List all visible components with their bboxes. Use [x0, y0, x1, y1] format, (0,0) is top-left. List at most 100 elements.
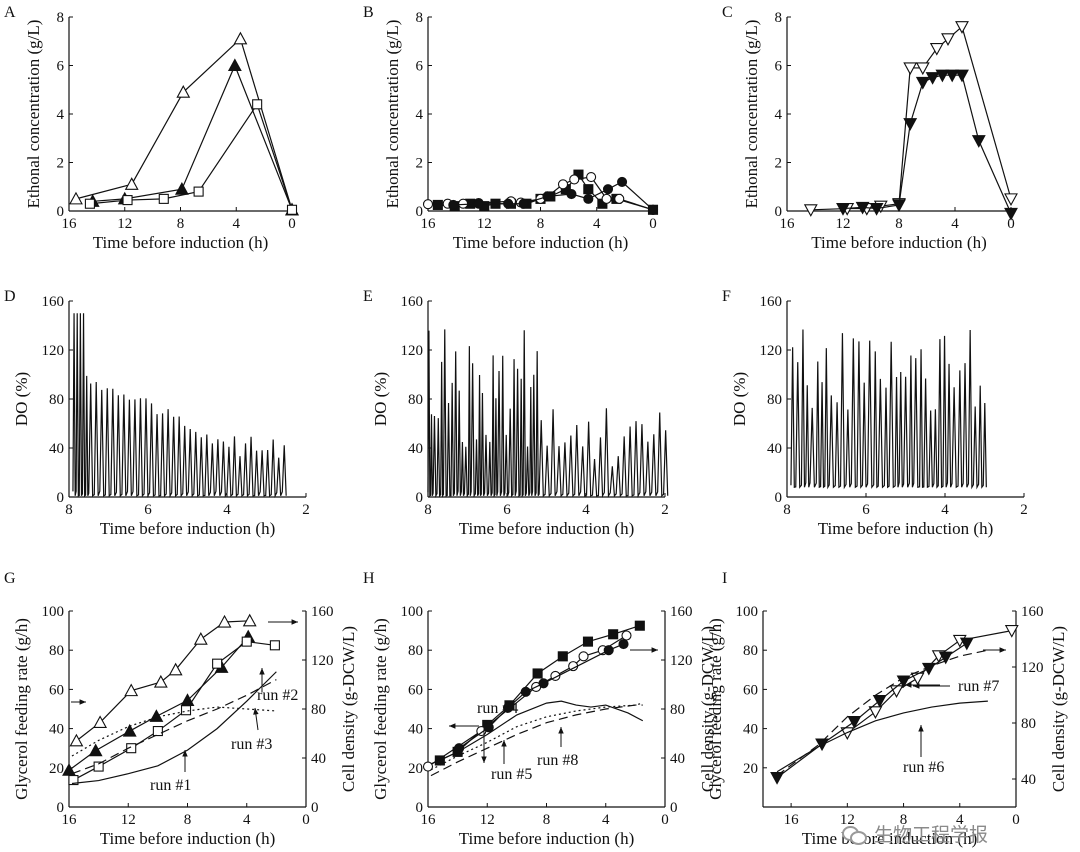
y2-tick-label: 0	[311, 800, 319, 816]
series-circle-filled	[454, 639, 629, 754]
y-tick-label: 60	[743, 682, 758, 698]
data-point	[217, 614, 232, 628]
x-axis-label: Time before induction (h)	[100, 519, 275, 538]
y-tick-label: 40	[743, 722, 758, 738]
y-tick-label: 40	[49, 441, 64, 457]
do-trace	[72, 313, 287, 499]
data-point	[538, 678, 549, 689]
y2-tick-label: 80	[1021, 716, 1036, 732]
y-tick-label: 0	[416, 490, 424, 506]
data-point	[1004, 625, 1019, 638]
y-tick-label: 0	[57, 204, 65, 220]
data-point	[212, 658, 223, 669]
arrow-head	[918, 725, 924, 732]
y-tick-label: 0	[416, 204, 424, 220]
data-point	[836, 203, 850, 216]
data-point	[126, 743, 137, 754]
data-point	[621, 630, 632, 641]
data-point	[938, 651, 953, 665]
annotation-label: run #2	[257, 687, 298, 704]
arrow-head	[253, 708, 259, 715]
y-tick-label: 120	[760, 343, 783, 359]
series-line	[430, 704, 643, 777]
x-tick-label: 8	[900, 812, 908, 828]
y-axis-label: Glycerol feeding rate (g/h)	[371, 618, 390, 800]
panel-d: 8 6 4 2 0 40 80 120 160 Time before induction (h)…	[4, 288, 310, 538]
x-tick-label: 16	[62, 216, 78, 232]
data-point	[915, 76, 930, 90]
data-point	[929, 42, 944, 56]
y-tick-label: 20	[49, 761, 64, 777]
data-point	[422, 199, 434, 210]
data-point	[68, 774, 79, 786]
do-trace	[427, 329, 669, 498]
series-run-8	[430, 704, 643, 777]
x-tick-label: 8	[184, 812, 192, 828]
data-point	[158, 193, 169, 204]
series-tri-down-filled	[836, 69, 1018, 221]
data-point	[269, 640, 280, 651]
data-point	[193, 186, 204, 197]
series-run-1	[71, 671, 277, 785]
data-point	[903, 62, 918, 76]
data-point	[473, 198, 484, 209]
data-point	[174, 182, 189, 195]
y2-tick-label: 120	[670, 653, 693, 669]
data-point	[583, 184, 594, 195]
data-point	[557, 179, 569, 190]
series-tri-up-filled	[62, 629, 256, 776]
series-square-open	[68, 636, 280, 786]
data-point	[124, 177, 139, 190]
watermark: 生物工程学报	[842, 820, 988, 847]
data-point	[945, 69, 960, 83]
y-tick-label: 80	[408, 643, 423, 659]
x-tick-label: 6	[862, 502, 870, 518]
data-point	[892, 199, 906, 213]
data-point	[122, 723, 137, 737]
data-point	[242, 613, 257, 627]
data-point	[532, 668, 543, 679]
series-run-4	[430, 700, 644, 765]
y-tick-label: 40	[767, 441, 782, 457]
x-tick-label: 16	[62, 812, 78, 828]
y-tick-label: 80	[49, 392, 64, 408]
panel-label: H	[363, 570, 375, 587]
x-tick-label: 0	[1007, 216, 1015, 232]
data-point	[803, 204, 818, 217]
data-point	[955, 21, 969, 34]
data-point	[233, 31, 248, 45]
x-tick-label: 8	[65, 502, 73, 518]
data-point	[910, 672, 925, 686]
y-axis-label: Ethonal concentration (g/L)	[383, 20, 402, 209]
panel-label: I	[722, 570, 727, 587]
x-axis-label: Time before induction (h)	[93, 233, 268, 252]
data-point	[583, 193, 594, 204]
series-line	[71, 679, 277, 775]
data-point	[122, 195, 133, 206]
y-tick-label: 160	[401, 294, 424, 310]
data-point	[432, 199, 443, 210]
series-line	[842, 74, 1012, 214]
data-point	[847, 716, 862, 729]
data-point	[422, 761, 434, 772]
series-run-5	[430, 702, 643, 771]
x-tick-label: 8	[424, 502, 432, 518]
annotation-label: run #1	[150, 777, 191, 794]
data-point	[93, 761, 104, 772]
data-point	[925, 72, 940, 85]
y-tick-label: 4	[775, 107, 783, 123]
series-line	[89, 102, 293, 210]
y-tick-label: 20	[408, 761, 423, 777]
wechat-icon	[842, 824, 868, 845]
data-point	[69, 733, 84, 747]
x-tick-label: 8	[543, 812, 551, 828]
data-point	[557, 651, 568, 662]
x-tick-label: 4	[951, 216, 959, 232]
annotation-label: run #3	[231, 736, 272, 753]
annotation-label: run #4	[477, 700, 518, 717]
data-point	[603, 645, 614, 656]
x-tick-label: 4	[223, 502, 231, 518]
y-tick-label: 0	[775, 204, 783, 220]
data-point	[227, 58, 242, 72]
